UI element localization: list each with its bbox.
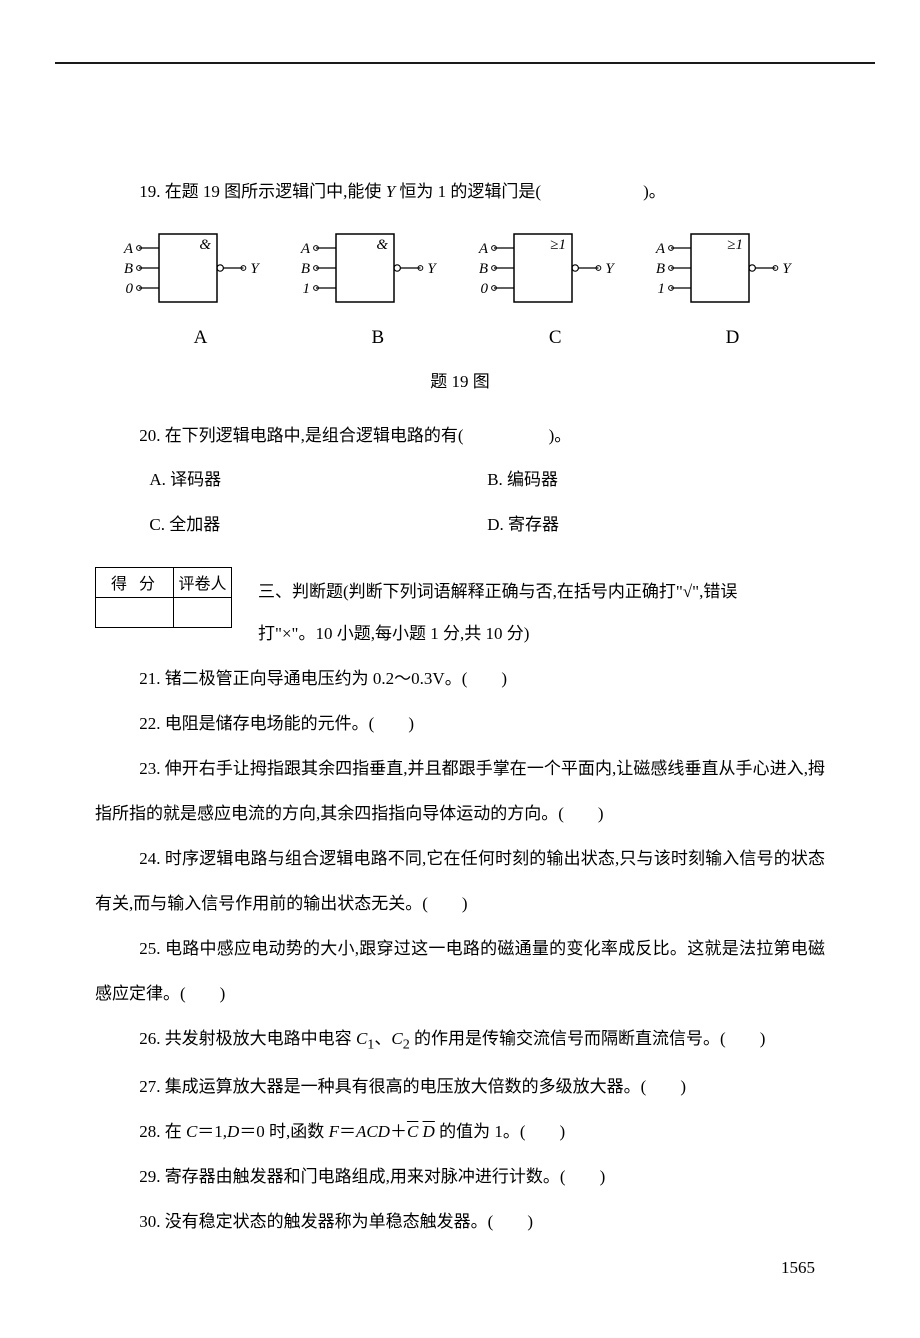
gate-D: ≥1 AB 1 Y bbox=[655, 224, 810, 321]
gate-label-A: A bbox=[123, 327, 278, 349]
q22: 22. 电阻是储存电场能的元件。( ) bbox=[95, 701, 825, 746]
q19-caption: 题 19 图 bbox=[95, 367, 825, 392]
section3-title: 三、判断题(判断下列词语解释正确与否,在括号内正确打"√",错误 打"×"。10… bbox=[258, 567, 825, 656]
q26: 26. 共发射极放大电路中电容 C1、C2 的作用是传输交流信号而隔断直流信号。… bbox=[95, 1016, 825, 1064]
q29: 29. 寄存器由触发器和门电路组成,用来对脉冲进行计数。( ) bbox=[95, 1154, 825, 1199]
score-table: 得分 评卷人 bbox=[95, 567, 232, 628]
svg-text:&: & bbox=[199, 237, 211, 253]
svg-text:Y: Y bbox=[250, 261, 260, 277]
svg-text:≥1: ≥1 bbox=[727, 237, 743, 253]
section3-header: 得分 评卷人 三、判断题(判断下列词语解释正确与否,在括号内正确打"√",错误 … bbox=[95, 567, 825, 656]
gate-C: ≥1 AB 0 Y bbox=[478, 224, 633, 321]
q28: 28. 在 C＝1,D＝0 时,函数 F＝ACD＋C D 的值为 1。( ) bbox=[95, 1109, 825, 1154]
svg-text:B: B bbox=[301, 261, 310, 277]
q23: 23. 伸开右手让拇指跟其余四指垂直,并且都跟手掌在一个平面内,让磁感线垂直从手… bbox=[95, 746, 825, 836]
svg-text:A: A bbox=[478, 241, 489, 257]
q26-b: 的作用是传输交流信号而隔断直流信号。( ) bbox=[410, 1029, 766, 1048]
score-blank1 bbox=[96, 597, 174, 627]
svg-text:1: 1 bbox=[657, 281, 665, 297]
q28-t1: ACD bbox=[356, 1122, 390, 1141]
svg-text:B: B bbox=[656, 261, 665, 277]
q20-opt-B: B. 编码器 bbox=[487, 458, 825, 502]
q28-eq1: ＝1, bbox=[197, 1122, 227, 1141]
top-rule bbox=[55, 62, 875, 64]
q20-opt-C: C. 全加器 bbox=[149, 503, 487, 547]
gate-B: & AB 1 Y bbox=[300, 224, 455, 321]
q28-eq3: ＝ bbox=[339, 1122, 356, 1141]
q28-eq2: ＝0 时,函数 bbox=[239, 1122, 328, 1141]
section3-l1: 三、判断题(判断下列词语解释正确与否,在括号内正确打"√",错误 bbox=[258, 571, 825, 614]
gate-label-C: C bbox=[478, 327, 633, 349]
gate-label-D: D bbox=[655, 327, 810, 349]
q20-stem: 20. 在下列逻辑电路中,是组合逻辑电路的有( )。 bbox=[95, 414, 825, 458]
q20-opt-A: A. 译码器 bbox=[149, 458, 487, 502]
svg-text:≥1: ≥1 bbox=[550, 237, 566, 253]
q28-plus: ＋ bbox=[390, 1122, 407, 1141]
q20-options: A. 译码器 B. 编码器 C. 全加器 D. 寄存器 bbox=[149, 458, 825, 546]
q26-c1: C bbox=[356, 1029, 367, 1048]
q28-c: C bbox=[186, 1122, 197, 1141]
gate-B-svg: & AB 1 Y bbox=[300, 224, 455, 316]
q19-gate-labels: A B C D bbox=[123, 327, 810, 349]
q27: 27. 集成运算放大器是一种具有很高的电压放大倍数的多级放大器。( ) bbox=[95, 1064, 825, 1109]
q19-stem: 19. 在题 19 图所示逻辑门中,能使 Y 恒为 1 的逻辑门是( )。 bbox=[95, 170, 825, 214]
q30: 30. 没有稳定状态的触发器称为单稳态触发器。( ) bbox=[95, 1199, 825, 1244]
section3-l2: 打"×"。10 小题,每小题 1 分,共 10 分) bbox=[258, 613, 825, 656]
q28-f: F bbox=[329, 1122, 339, 1141]
svg-text:&: & bbox=[377, 237, 389, 253]
q20-opt-D: D. 寄存器 bbox=[487, 503, 825, 547]
q24: 24. 时序逻辑电路与组合逻辑电路不同,它在任何时刻的输出状态,只与该时刻输入信… bbox=[95, 836, 825, 926]
score-h1: 得分 bbox=[96, 567, 174, 597]
gate-label-B: B bbox=[300, 327, 455, 349]
q28-end: 的值为 1。( ) bbox=[435, 1122, 565, 1141]
q28-cbar: C bbox=[407, 1122, 418, 1141]
svg-text:A: A bbox=[300, 241, 311, 257]
q28-a: 28. 在 bbox=[139, 1122, 186, 1141]
svg-text:B: B bbox=[124, 261, 133, 277]
svg-text:A: A bbox=[655, 241, 666, 257]
gate-A-svg: & AB 0 Y bbox=[123, 224, 278, 316]
q26-a: 26. 共发射极放大电路中电容 bbox=[139, 1029, 356, 1048]
page-number: 1565 bbox=[95, 1258, 825, 1278]
q19-var: Y bbox=[386, 182, 395, 201]
score-h2: 评卷人 bbox=[174, 567, 232, 597]
score-blank2 bbox=[174, 597, 232, 627]
gate-A: & AB 0 Y bbox=[123, 224, 278, 321]
gate-C-svg: ≥1 AB 0 Y bbox=[478, 224, 633, 316]
svg-text:Y: Y bbox=[428, 261, 438, 277]
svg-text:1: 1 bbox=[303, 281, 311, 297]
svg-text:0: 0 bbox=[480, 281, 488, 297]
q19-text-b: 恒为 1 的逻辑门是( )。 bbox=[395, 182, 666, 201]
svg-text:Y: Y bbox=[782, 261, 792, 277]
svg-text:Y: Y bbox=[605, 261, 615, 277]
q21: 21. 锗二极管正向导通电压约为 0.2～0.3V。( ) bbox=[95, 656, 825, 701]
q26-s2: 2 bbox=[403, 1037, 410, 1053]
q28-d: D bbox=[227, 1122, 239, 1141]
svg-text:B: B bbox=[478, 261, 487, 277]
gate-D-svg: ≥1 AB 1 Y bbox=[655, 224, 810, 316]
page: 19. 在题 19 图所示逻辑门中,能使 Y 恒为 1 的逻辑门是( )。 & A… bbox=[0, 0, 920, 1338]
svg-text:0: 0 bbox=[126, 281, 134, 297]
q19-text-a: 19. 在题 19 图所示逻辑门中,能使 bbox=[139, 182, 386, 201]
q25: 25. 电路中感应电动势的大小,跟穿过这一电路的磁通量的变化率成反比。这就是法拉… bbox=[95, 926, 825, 1016]
q19-gates: &AB0Y &AB1Y ≥1AB0Y ≥1AB1Y bbox=[123, 224, 810, 321]
q28-dbar: D bbox=[423, 1122, 435, 1141]
q26-c2: C bbox=[391, 1029, 402, 1048]
q26-sep: 、 bbox=[374, 1029, 391, 1048]
svg-text:A: A bbox=[123, 241, 134, 257]
